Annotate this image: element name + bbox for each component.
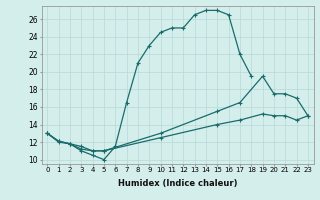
X-axis label: Humidex (Indice chaleur): Humidex (Indice chaleur)	[118, 179, 237, 188]
